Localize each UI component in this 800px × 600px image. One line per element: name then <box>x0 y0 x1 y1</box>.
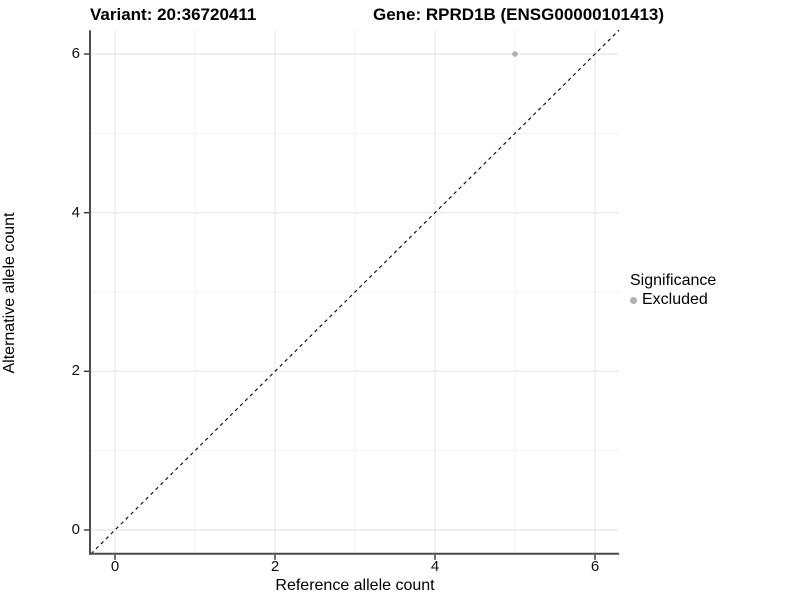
y-tick-label: 0 <box>71 521 80 538</box>
x-tick-label: 0 <box>110 558 120 575</box>
y-tick-label: 4 <box>71 203 80 221</box>
gene-title: Gene: RPRD1B (ENSG00000101413) <box>373 5 665 24</box>
grid-major-lines <box>91 30 619 554</box>
identity-reference-line <box>90 29 620 555</box>
axis-tick-marks <box>84 53 596 560</box>
variant-title: Variant: 20:36720411 <box>90 5 257 24</box>
identity-line <box>90 29 620 555</box>
y-axis-title: Alternative allele count <box>1 212 18 374</box>
y-tick-label: 6 <box>71 45 80 62</box>
x-tick-label: 6 <box>590 558 600 575</box>
y-tick-label: 2 <box>71 362 80 380</box>
legend-point-icon <box>630 296 637 304</box>
grid-minor-lines <box>91 30 619 554</box>
x-axis-title: Reference allele count <box>275 577 435 594</box>
data-point-excluded <box>512 51 518 57</box>
axis-lines <box>89 30 619 555</box>
x-tick-label: 2 <box>270 558 280 575</box>
legend-title: Significance <box>630 272 717 289</box>
x-tick-label: 4 <box>430 558 440 575</box>
legend-item-label: Excluded <box>642 291 708 308</box>
data-points <box>512 51 518 57</box>
legend: Significance Excluded <box>630 272 716 309</box>
legend-item-excluded: Excluded <box>630 291 716 309</box>
